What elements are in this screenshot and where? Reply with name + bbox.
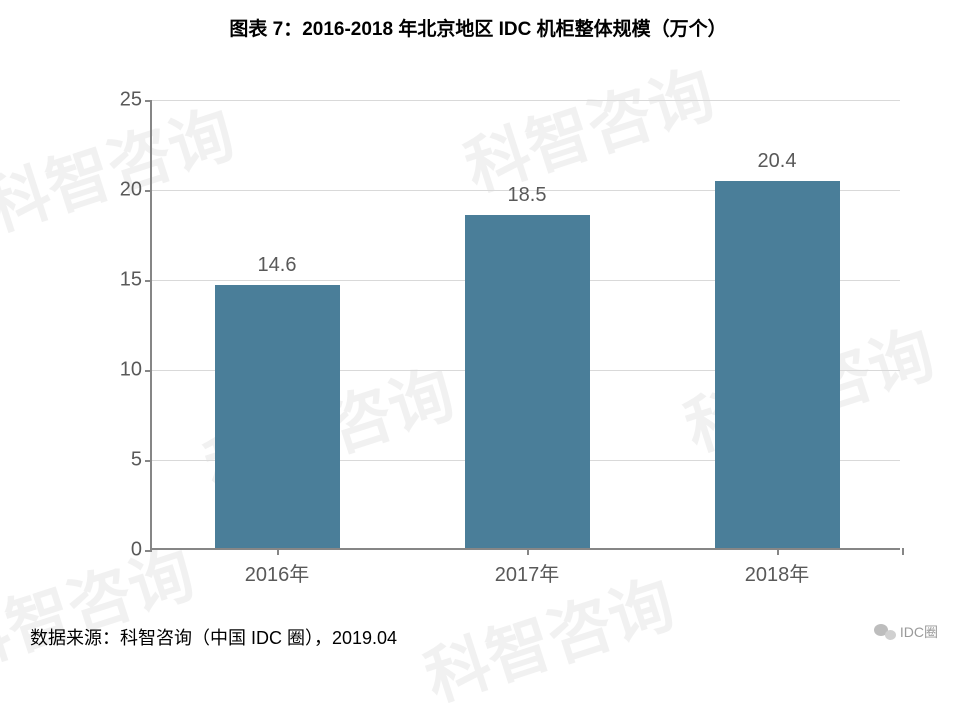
plot-area: 051015202514.62016年18.52017年20.42018年 [150, 100, 900, 550]
y-tick-label: 10 [120, 359, 142, 382]
x-tick-label: 2018年 [745, 558, 810, 587]
bar-value-label: 14.6 [258, 254, 297, 277]
data-source: 数据来源：科智咨询（中国 IDC 圈），2019.04 [30, 624, 397, 650]
bar: 20.4 [715, 181, 840, 548]
bar-value-label: 20.4 [758, 150, 797, 173]
y-tick-label: 15 [120, 269, 142, 292]
y-tick-label: 25 [120, 89, 142, 112]
x-tick-label: 2017年 [495, 558, 560, 587]
bar-value-label: 18.5 [508, 184, 547, 207]
x-tick-label: 2016年 [245, 558, 310, 587]
footer-brand-label: IDC圈 [900, 622, 938, 642]
bar: 14.6 [215, 285, 340, 548]
chart-title: 图表 7：2016-2018 年北京地区 IDC 机柜整体规模（万个） [0, 0, 956, 41]
footer-brand: IDC圈 [874, 622, 938, 642]
bar: 18.5 [465, 215, 590, 548]
wechat-icon [874, 623, 896, 641]
y-tick-label: 0 [131, 539, 142, 562]
bar-chart: 0 5 10 15 20 25 14.6 2016年 18.5 2017年 20.4 2018年 [90, 70, 910, 590]
y-tick-label: 5 [131, 449, 142, 472]
gridline [152, 100, 900, 101]
y-tick-label: 20 [120, 179, 142, 202]
